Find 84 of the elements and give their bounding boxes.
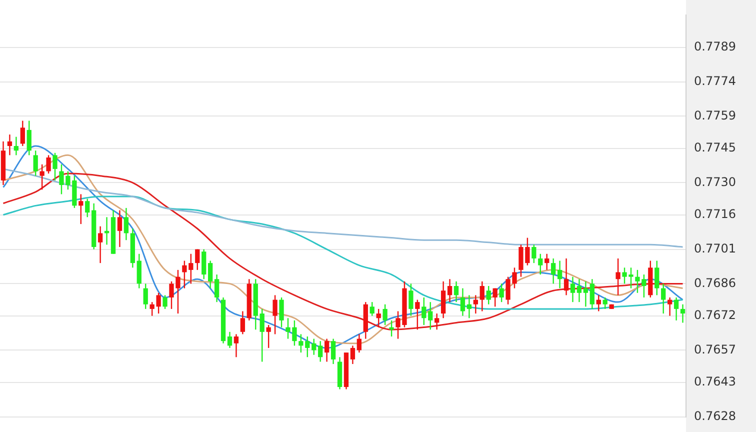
candlestick [324, 338, 330, 362]
y-tick-label: 0.7657 [694, 342, 736, 356]
candlestick [596, 294, 601, 312]
candlestick [20, 120, 25, 147]
candlestick [14, 136, 19, 156]
candlestick [33, 150, 38, 176]
candlestick [117, 210, 122, 248]
candlestick [266, 324, 271, 349]
y-tick-label: 0.7774 [694, 74, 736, 88]
candlestick [447, 278, 452, 303]
candlestick [143, 283, 148, 310]
candlestick [454, 280, 459, 303]
candlestick [460, 288, 466, 316]
candlestick [576, 278, 582, 303]
candlestick [616, 258, 620, 296]
candlestick [312, 338, 316, 356]
candlestick [538, 253, 543, 276]
candlestick [674, 296, 679, 322]
candlestick [434, 312, 440, 330]
line-series [2, 196, 684, 310]
candlestick [162, 294, 168, 310]
candlestick [422, 296, 426, 326]
candlestick [532, 244, 536, 264]
candlestick [52, 152, 58, 182]
candlestick [279, 296, 284, 328]
candlestick [551, 258, 556, 284]
line-series [2, 172, 684, 330]
candlestick [466, 294, 472, 319]
candlestick [124, 207, 129, 241]
candlestick [428, 301, 433, 330]
candlestick [389, 320, 394, 338]
candlestick [376, 308, 381, 328]
candlestick [330, 338, 336, 365]
candlestick [667, 296, 672, 316]
candlestick [680, 304, 686, 324]
candlestick [492, 288, 498, 308]
candlestick [240, 310, 246, 335]
candlestick [318, 340, 323, 362]
candlestick [370, 301, 374, 316]
candlestick [480, 280, 484, 312]
y-tick-label: 0.7716 [694, 206, 736, 221]
candlestick [557, 260, 562, 289]
candlestick [408, 283, 414, 316]
candlestick [583, 280, 588, 308]
candlestick [136, 253, 142, 289]
candlestick [356, 334, 362, 354]
y-tick-label: 0.7686 [694, 276, 736, 290]
candlestick [602, 296, 608, 310]
y-tick-label: 0.7759 [694, 108, 736, 122]
y-tick-label: 0.7745 [694, 140, 736, 154]
y-tick-label: 0.7643 [694, 374, 736, 388]
y-tick-label: 0.7730 [694, 174, 736, 189]
candlestick [46, 154, 51, 174]
candlestick [654, 260, 660, 296]
candlestick [570, 276, 576, 303]
candlestick [227, 331, 232, 349]
y-tick-label: 0.7672 [694, 308, 736, 322]
candlestick [590, 278, 594, 310]
y-tick-label: 0.7789 [694, 39, 736, 54]
candlestick [208, 260, 213, 289]
candlestick [7, 134, 12, 156]
candlestick [544, 253, 550, 271]
candlestick [564, 258, 569, 296]
candlestick [661, 283, 666, 314]
candlestick [440, 280, 446, 319]
candlestick [260, 308, 264, 362]
candlestick [486, 285, 491, 305]
candlestick [415, 299, 420, 330]
candlestick [272, 294, 278, 335]
candlestick [202, 248, 206, 280]
candlestick [26, 120, 32, 156]
candlestick [85, 198, 90, 218]
candlestick [473, 294, 478, 314]
candlestick [499, 283, 504, 303]
y-tick-label: 0.7701 [694, 241, 736, 256]
candlestick [214, 274, 220, 303]
candlestick [40, 164, 44, 190]
candlestick [234, 334, 239, 358]
candlestick [382, 304, 388, 326]
candlestick [98, 226, 103, 264]
candlestick [195, 248, 200, 271]
y-tick-label: 0.7628 [694, 408, 736, 423]
candlestick [78, 194, 84, 225]
candlestick [350, 345, 356, 365]
